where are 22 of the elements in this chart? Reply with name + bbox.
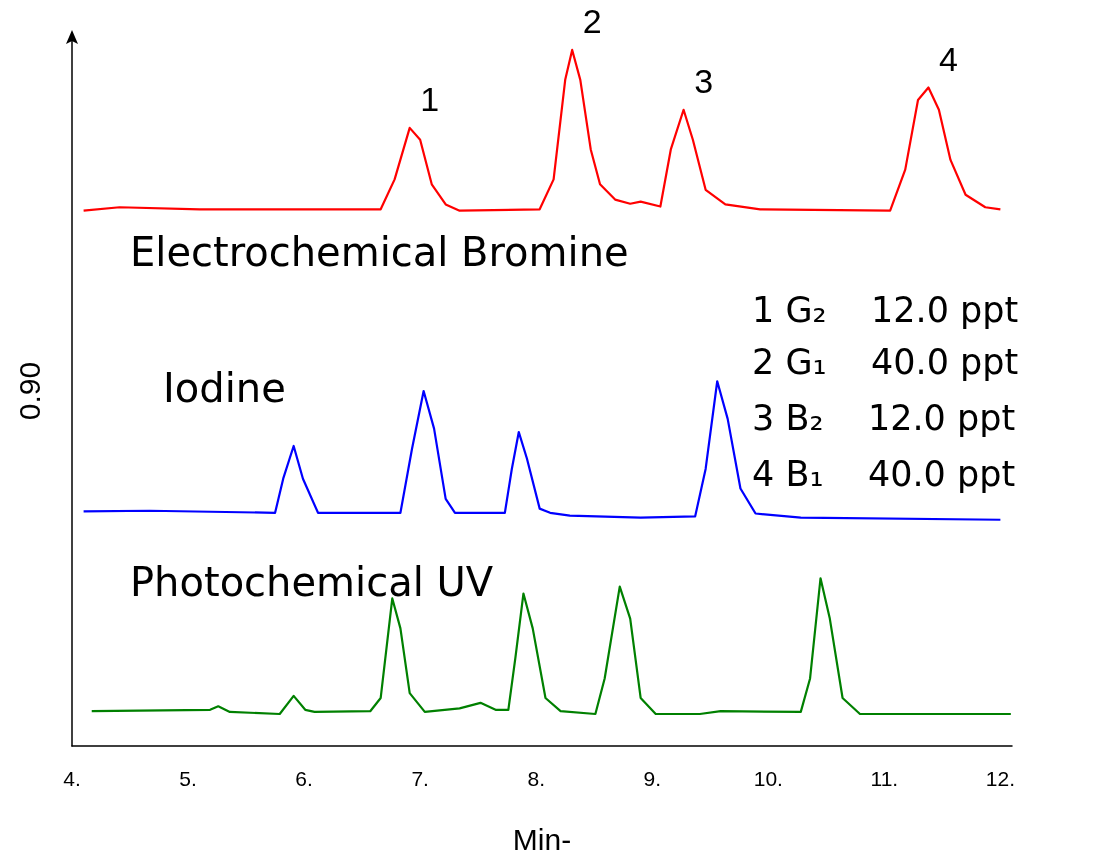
annotation: 2: [582, 1, 602, 40]
annotation: 4: [938, 39, 958, 78]
x-tick-label: 6.: [295, 767, 313, 790]
annotation: 1: [420, 79, 440, 118]
annotation: 4 B₁ 40.0 ppt: [752, 453, 1016, 494]
y-axis-title: 0.90: [12, 361, 46, 421]
x-tick-label: 11.: [870, 767, 899, 790]
x-tick-label: 7.: [411, 767, 429, 790]
annotation: 3: [694, 61, 714, 100]
annotation: 3 B₂ 12.0 ppt: [752, 397, 1016, 438]
x-tick-label: 4.: [63, 767, 81, 790]
x-tick-label: 8.: [527, 767, 545, 790]
x-tick-label: 10.: [753, 767, 783, 790]
annotation: 2 G₁ 40.0 ppt: [752, 341, 1019, 382]
x-tick-label: 12.: [985, 767, 1015, 790]
x-tick-label: 5.: [179, 767, 197, 790]
x-axis-title: Min-: [512, 822, 572, 856]
annotation: Electrochemical Bromine: [130, 229, 629, 275]
annotation: Iodine: [163, 365, 286, 411]
annotation: Photochemical UV: [130, 559, 494, 605]
x-tick-label: 9.: [643, 767, 661, 790]
annotation: 1 G₂ 12.0 ppt: [752, 289, 1019, 330]
